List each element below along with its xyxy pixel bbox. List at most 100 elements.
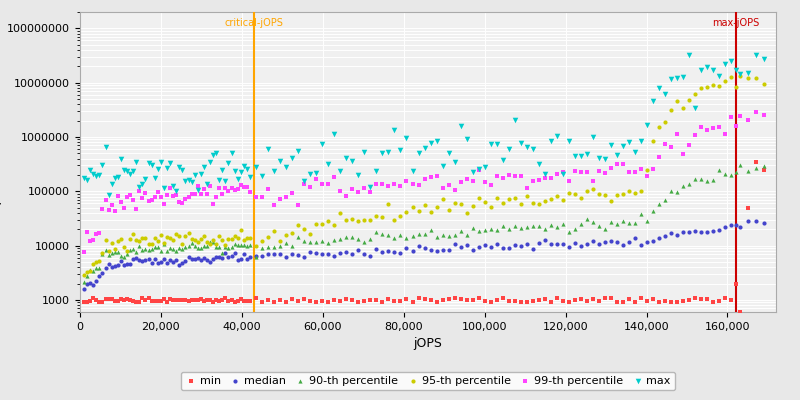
99-th percentile (358, 185, 370, 192)
min (707, 299, 720, 305)
99-th percentile (442, 182, 455, 188)
median (683, 228, 696, 235)
95-th percentile (225, 235, 238, 242)
95-th percentile (574, 195, 587, 201)
99-th percentile (328, 174, 341, 180)
90-th percentile (683, 180, 696, 187)
95-th percentile (231, 235, 244, 242)
min (111, 298, 124, 304)
90-th percentile (268, 244, 281, 250)
median (170, 257, 182, 264)
95-th percentile (729, 84, 742, 91)
max (316, 141, 329, 148)
99-th percentile (514, 173, 527, 180)
median (665, 230, 678, 236)
max (545, 138, 558, 144)
99-th percentile (340, 193, 353, 199)
min (164, 296, 177, 302)
median (472, 244, 485, 250)
median (304, 249, 317, 255)
max (328, 130, 341, 137)
min (581, 298, 594, 304)
95-th percentile (142, 241, 155, 248)
min (139, 297, 152, 303)
99-th percentile (139, 190, 152, 196)
min (635, 295, 648, 302)
90-th percentile (388, 234, 401, 241)
95-th percentile (166, 237, 179, 243)
99-th percentile (93, 230, 106, 236)
95-th percentile (758, 81, 770, 87)
max (472, 166, 485, 172)
median (81, 280, 94, 287)
90-th percentile (191, 245, 204, 252)
90-th percentile (454, 228, 467, 234)
99-th percentile (346, 186, 358, 192)
min (268, 299, 281, 305)
median (496, 245, 509, 251)
90-th percentile (689, 176, 702, 182)
90-th percentile (194, 244, 207, 251)
99-th percentile (114, 199, 127, 205)
median (382, 248, 395, 254)
max (84, 167, 97, 174)
min (562, 298, 575, 305)
median (733, 223, 746, 230)
median (292, 251, 305, 258)
90-th percentile (430, 234, 443, 240)
95-th percentile (108, 245, 121, 252)
max (550, 133, 563, 139)
max (725, 58, 738, 64)
median (653, 235, 666, 241)
median (550, 241, 563, 247)
min (292, 298, 305, 304)
min (256, 299, 269, 305)
max (280, 164, 293, 170)
max (641, 122, 654, 128)
99-th percentile (683, 142, 696, 148)
median (161, 260, 174, 266)
max (124, 171, 137, 178)
90-th percentile (707, 176, 720, 183)
90-th percentile (538, 226, 551, 233)
median (545, 241, 558, 248)
90-th percentile (496, 223, 509, 229)
99-th percentile (742, 116, 754, 123)
max (166, 182, 179, 189)
median (204, 258, 217, 265)
90-th percentile (166, 245, 179, 252)
99-th percentile (238, 184, 250, 190)
median (526, 246, 539, 252)
min (204, 296, 217, 303)
max (514, 140, 527, 146)
median (610, 238, 623, 245)
90-th percentile (725, 172, 738, 178)
99-th percentile (593, 168, 606, 175)
median (96, 269, 109, 276)
max (574, 152, 587, 159)
90-th percentile (400, 235, 413, 241)
min (173, 297, 186, 303)
min (182, 298, 195, 304)
min (99, 296, 112, 302)
95-th percentile (228, 232, 241, 239)
90-th percentile (340, 234, 353, 240)
99-th percentile (228, 186, 241, 193)
min (430, 299, 443, 306)
median (238, 251, 250, 257)
min (526, 298, 539, 304)
min (148, 298, 161, 304)
median (139, 257, 152, 264)
min (418, 296, 431, 302)
min (179, 297, 192, 303)
min (188, 297, 201, 304)
median (179, 258, 192, 264)
median (210, 254, 222, 260)
99-th percentile (210, 194, 222, 200)
max (96, 162, 109, 168)
90-th percentile (593, 223, 606, 229)
90-th percentile (124, 247, 137, 254)
Y-axis label: Response time, usec: Response time, usec (0, 97, 2, 227)
99-th percentile (725, 114, 738, 120)
min (352, 299, 365, 306)
